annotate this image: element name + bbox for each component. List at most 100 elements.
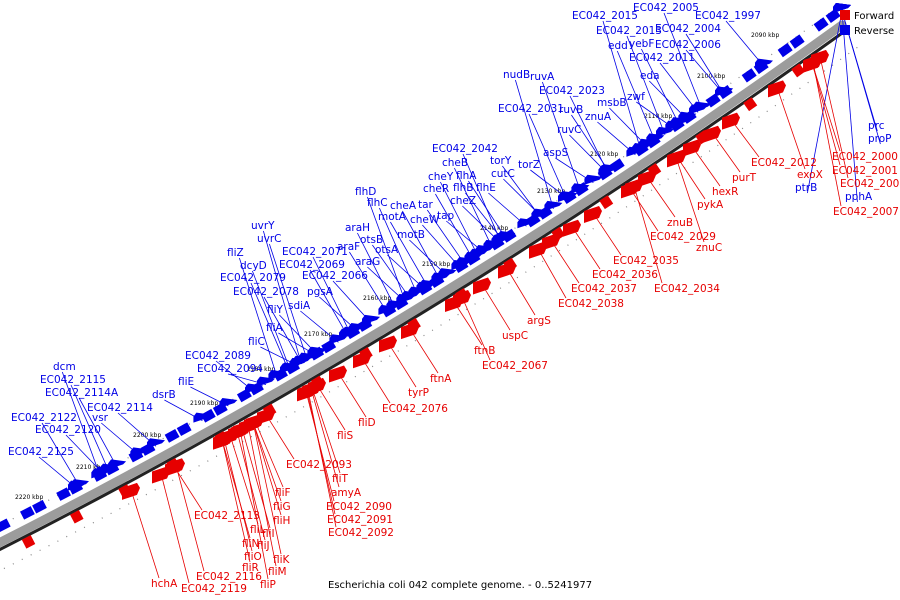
forward-gene-label[interactable]: fliR [242,562,259,574]
reverse-gene-label[interactable]: uvrC [257,233,282,245]
reverse-gene-glyph[interactable] [257,376,275,387]
forward-gene-label[interactable]: znuB [667,217,693,229]
forward-gene-label[interactable]: hchA [151,578,178,590]
forward-gene-glyph[interactable] [804,54,822,72]
reverse-gene-label[interactable]: cheZ [450,195,476,207]
forward-gene-label[interactable]: fliM [268,566,287,578]
reverse-gene-label[interactable]: znuA [585,111,612,123]
reverse-gene-label[interactable]: flhA [456,170,477,182]
reverse-gene-label[interactable]: EC042_2078 [233,286,299,298]
reverse-gene-label[interactable]: otsA [375,244,399,256]
forward-gene-label[interactable]: fliH [273,515,290,527]
reverse-gene-label[interactable]: dcyD [240,260,267,272]
reverse-gene-label[interactable]: EC042_2089 [185,350,251,362]
forward-gene-label[interactable]: fliD [358,417,376,429]
reverse-gene-label[interactable]: proP [868,133,892,145]
forward-gene-label[interactable]: EC042_2092 [328,527,394,539]
forward-gene-label[interactable]: EC042_2001 [832,165,898,177]
reverse-gene-label[interactable]: EC042_2006 [655,39,721,51]
forward-gene-glyph[interactable] [379,335,397,353]
reverse-gene-label[interactable]: eda [640,70,660,82]
forward-gene-glyph[interactable] [683,139,701,157]
reverse-gene-label[interactable]: uvrY [251,220,275,232]
forward-gene-label[interactable]: ftnA [430,373,452,385]
forward-gene-label[interactable]: ftnB [474,345,496,357]
reverse-gene-label[interactable]: EC042_2114 [87,402,153,414]
reverse-gene-label[interactable]: nudB [503,69,530,81]
forward-gene-label[interactable]: hexR [712,186,738,198]
forward-gene-label[interactable]: EC042_2002 [840,178,900,190]
reverse-gene-label[interactable]: EC042_2015 [572,10,638,22]
reverse-gene-label[interactable]: msbB [597,97,627,109]
forward-gene-label[interactable]: fliJ [257,540,270,552]
reverse-gene-glyph[interactable] [833,3,851,14]
reverse-gene-label[interactable]: EC042_2079 [220,272,286,284]
forward-gene-label[interactable]: EC042_2007 [833,206,899,218]
forward-gene-glyph[interactable] [667,150,685,168]
reverse-gene-label[interactable]: ruvB [559,104,583,116]
reverse-gene-label[interactable]: EC042_2069 [279,259,345,271]
reverse-gene-label[interactable]: EC042_2066 [302,270,368,282]
reverse-gene-label[interactable]: ruvC [557,124,582,136]
forward-gene-label[interactable]: EC042_2036 [592,269,658,281]
reverse-gene-label[interactable]: cheY [428,171,454,183]
forward-gene-glyph[interactable] [299,383,317,401]
reverse-gene-label[interactable]: fliC [248,336,265,348]
forward-gene-label[interactable]: EC042_2035 [613,255,679,267]
forward-gene-label[interactable]: fliG [273,501,291,513]
reverse-gene-label[interactable]: EC042_2004 [655,23,721,35]
reverse-gene-glyph[interactable] [584,174,603,185]
reverse-gene-label[interactable]: cheR [423,183,449,195]
reverse-gene-label[interactable]: EC042_2013 [596,25,662,37]
reverse-gene-label[interactable]: sdiA [288,300,311,312]
reverse-gene-label[interactable]: yebF [629,38,654,50]
reverse-gene-label[interactable]: aspS [543,147,569,159]
forward-gene-label[interactable]: uspC [502,330,528,342]
forward-gene-label[interactable]: EC042_2076 [382,403,448,415]
reverse-gene-label[interactable]: EC042_2011 [629,52,695,64]
reverse-gene-label[interactable]: edd [608,40,628,52]
forward-gene-glyph[interactable] [529,241,547,259]
forward-gene-label[interactable]: fliS [337,430,354,442]
reverse-gene-label[interactable]: zwf [627,91,645,103]
reverse-gene-label[interactable]: cheB [442,157,468,169]
reverse-gene-glyph[interactable] [438,268,457,279]
reverse-gene-label[interactable]: pphA [845,191,873,203]
forward-gene-glyph[interactable] [152,466,170,484]
forward-gene-label[interactable]: EC042_2038 [558,298,624,310]
reverse-gene-label[interactable]: EC042_2023 [539,85,605,97]
reverse-gene-label[interactable]: EC042_2120 [35,424,101,436]
forward-gene-glyph[interactable] [722,112,740,130]
reverse-gene-label[interactable]: cheA [390,200,417,212]
reverse-gene-label[interactable]: EC042_1997 [695,10,761,22]
reverse-gene-label[interactable]: araH [345,222,370,234]
reverse-gene-glyph[interactable] [475,245,494,256]
reverse-gene-label[interactable]: flhD [355,186,376,198]
forward-gene-label[interactable]: EC042_2113 [194,510,260,522]
forward-gene-glyph[interactable] [584,205,602,223]
forward-gene-label[interactable]: EC042_2091 [327,514,393,526]
reverse-gene-label[interactable]: EC042_2042 [432,143,498,155]
reverse-gene-glyph[interactable] [329,334,348,345]
reverse-gene-label[interactable]: EC042_2125 [8,446,74,458]
forward-gene-label[interactable]: fliO [244,551,262,563]
forward-gene-label[interactable]: purT [732,172,757,184]
reverse-gene-label[interactable]: EC042_2122 [11,412,77,424]
reverse-gene-label[interactable]: otsB [360,234,383,246]
forward-gene-label[interactable]: pykA [697,199,724,211]
forward-gene-label[interactable]: tyrP [408,387,429,399]
forward-gene-label[interactable]: fliK [273,554,291,566]
forward-gene-glyph[interactable] [768,80,786,98]
forward-gene-label[interactable]: fliI [262,528,275,540]
reverse-gene-label[interactable]: EC042_2094 [197,363,263,375]
reverse-gene-label[interactable]: ruvA [530,71,555,83]
forward-gene-glyph[interactable] [329,365,347,383]
forward-gene-label[interactable]: fliN [242,538,259,550]
forward-gene-label[interactable]: EC042_2037 [571,283,637,295]
reverse-gene-label[interactable]: prc [868,120,885,132]
reverse-gene-label[interactable]: torY [490,155,512,167]
forward-gene-label[interactable]: amyA [331,487,362,499]
forward-gene-label[interactable]: fliL [250,524,266,536]
forward-gene-label[interactable]: EC042_2090 [326,501,392,513]
forward-gene-label[interactable]: EC042_2067 [482,360,548,372]
